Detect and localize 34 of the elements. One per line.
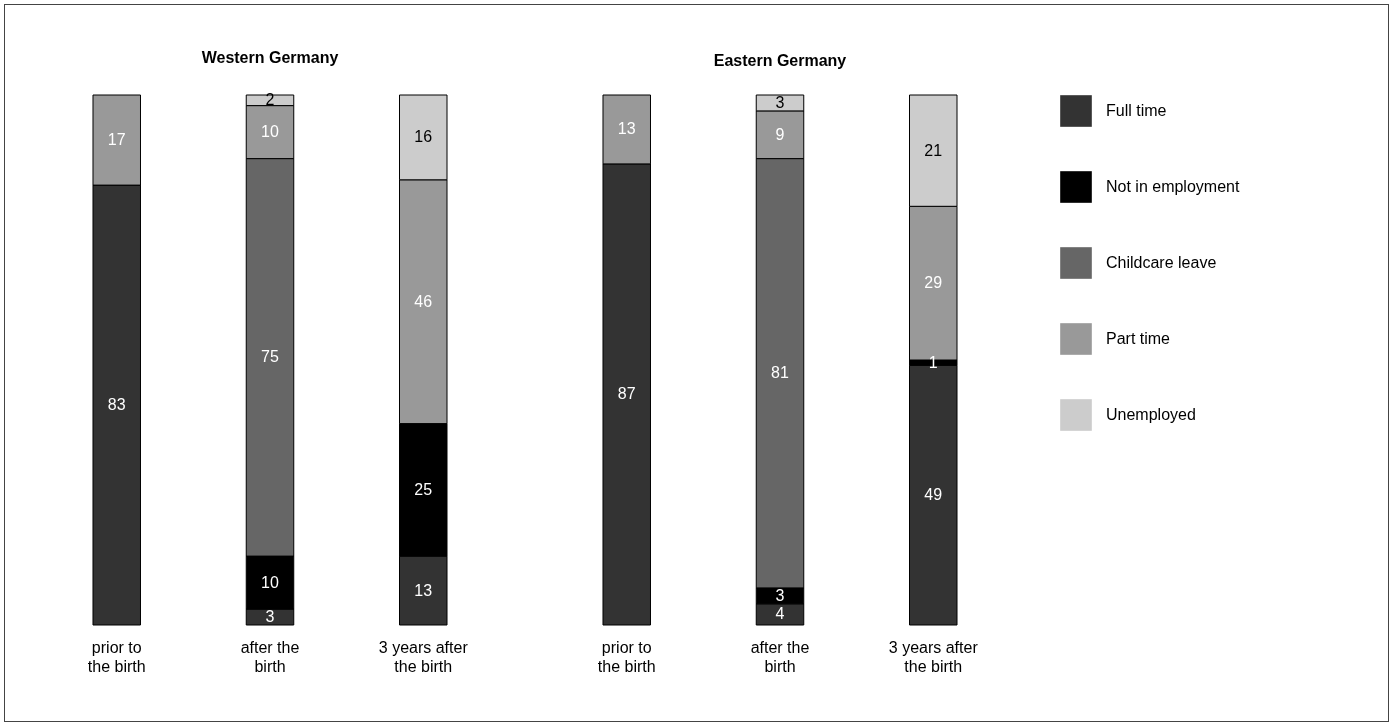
data-label: 25 xyxy=(414,480,433,498)
data-label: 49 xyxy=(924,486,943,504)
data-label: 3 xyxy=(775,586,785,604)
legend-label: Full time xyxy=(1106,102,1167,119)
data-label: 3 xyxy=(265,608,275,626)
x-tick-label: after the birth xyxy=(240,638,300,675)
data-label: 87 xyxy=(617,385,636,403)
data-label: 4 xyxy=(775,605,785,623)
legend-label: Part time xyxy=(1106,330,1171,347)
data-label: 75 xyxy=(261,348,279,366)
data-label: 17 xyxy=(107,131,126,149)
x-tick-label: 3 years after the birth xyxy=(888,638,979,675)
data-label: 13 xyxy=(414,581,433,599)
data-label: 13 xyxy=(617,120,636,138)
x-tick-label: 3 years after the birth xyxy=(378,638,469,675)
data-label: 10 xyxy=(261,573,279,591)
legend-label: Childcare leave xyxy=(1106,254,1217,271)
data-label: 29 xyxy=(924,274,943,292)
data-label: 83 xyxy=(107,396,126,414)
legend-label: Not in employment xyxy=(1106,178,1240,195)
data-label: 2 xyxy=(265,91,275,109)
x-tick-label: prior to the birth xyxy=(87,638,146,675)
legend-label: Unemployed xyxy=(1106,406,1196,423)
data-label: 10 xyxy=(261,123,279,141)
data-label: 16 xyxy=(414,128,433,146)
x-tick-label: after the birth xyxy=(750,638,810,675)
chart-title: Western Germany xyxy=(201,49,339,67)
x-tick-label: prior to the birth xyxy=(597,638,656,675)
chart-title: Eastern Germany xyxy=(713,51,847,69)
data-label: 3 xyxy=(775,93,785,111)
data-label: 21 xyxy=(924,141,943,159)
data-label: 9 xyxy=(775,125,785,143)
data-label: 46 xyxy=(414,292,433,310)
data-label: 81 xyxy=(771,364,789,382)
